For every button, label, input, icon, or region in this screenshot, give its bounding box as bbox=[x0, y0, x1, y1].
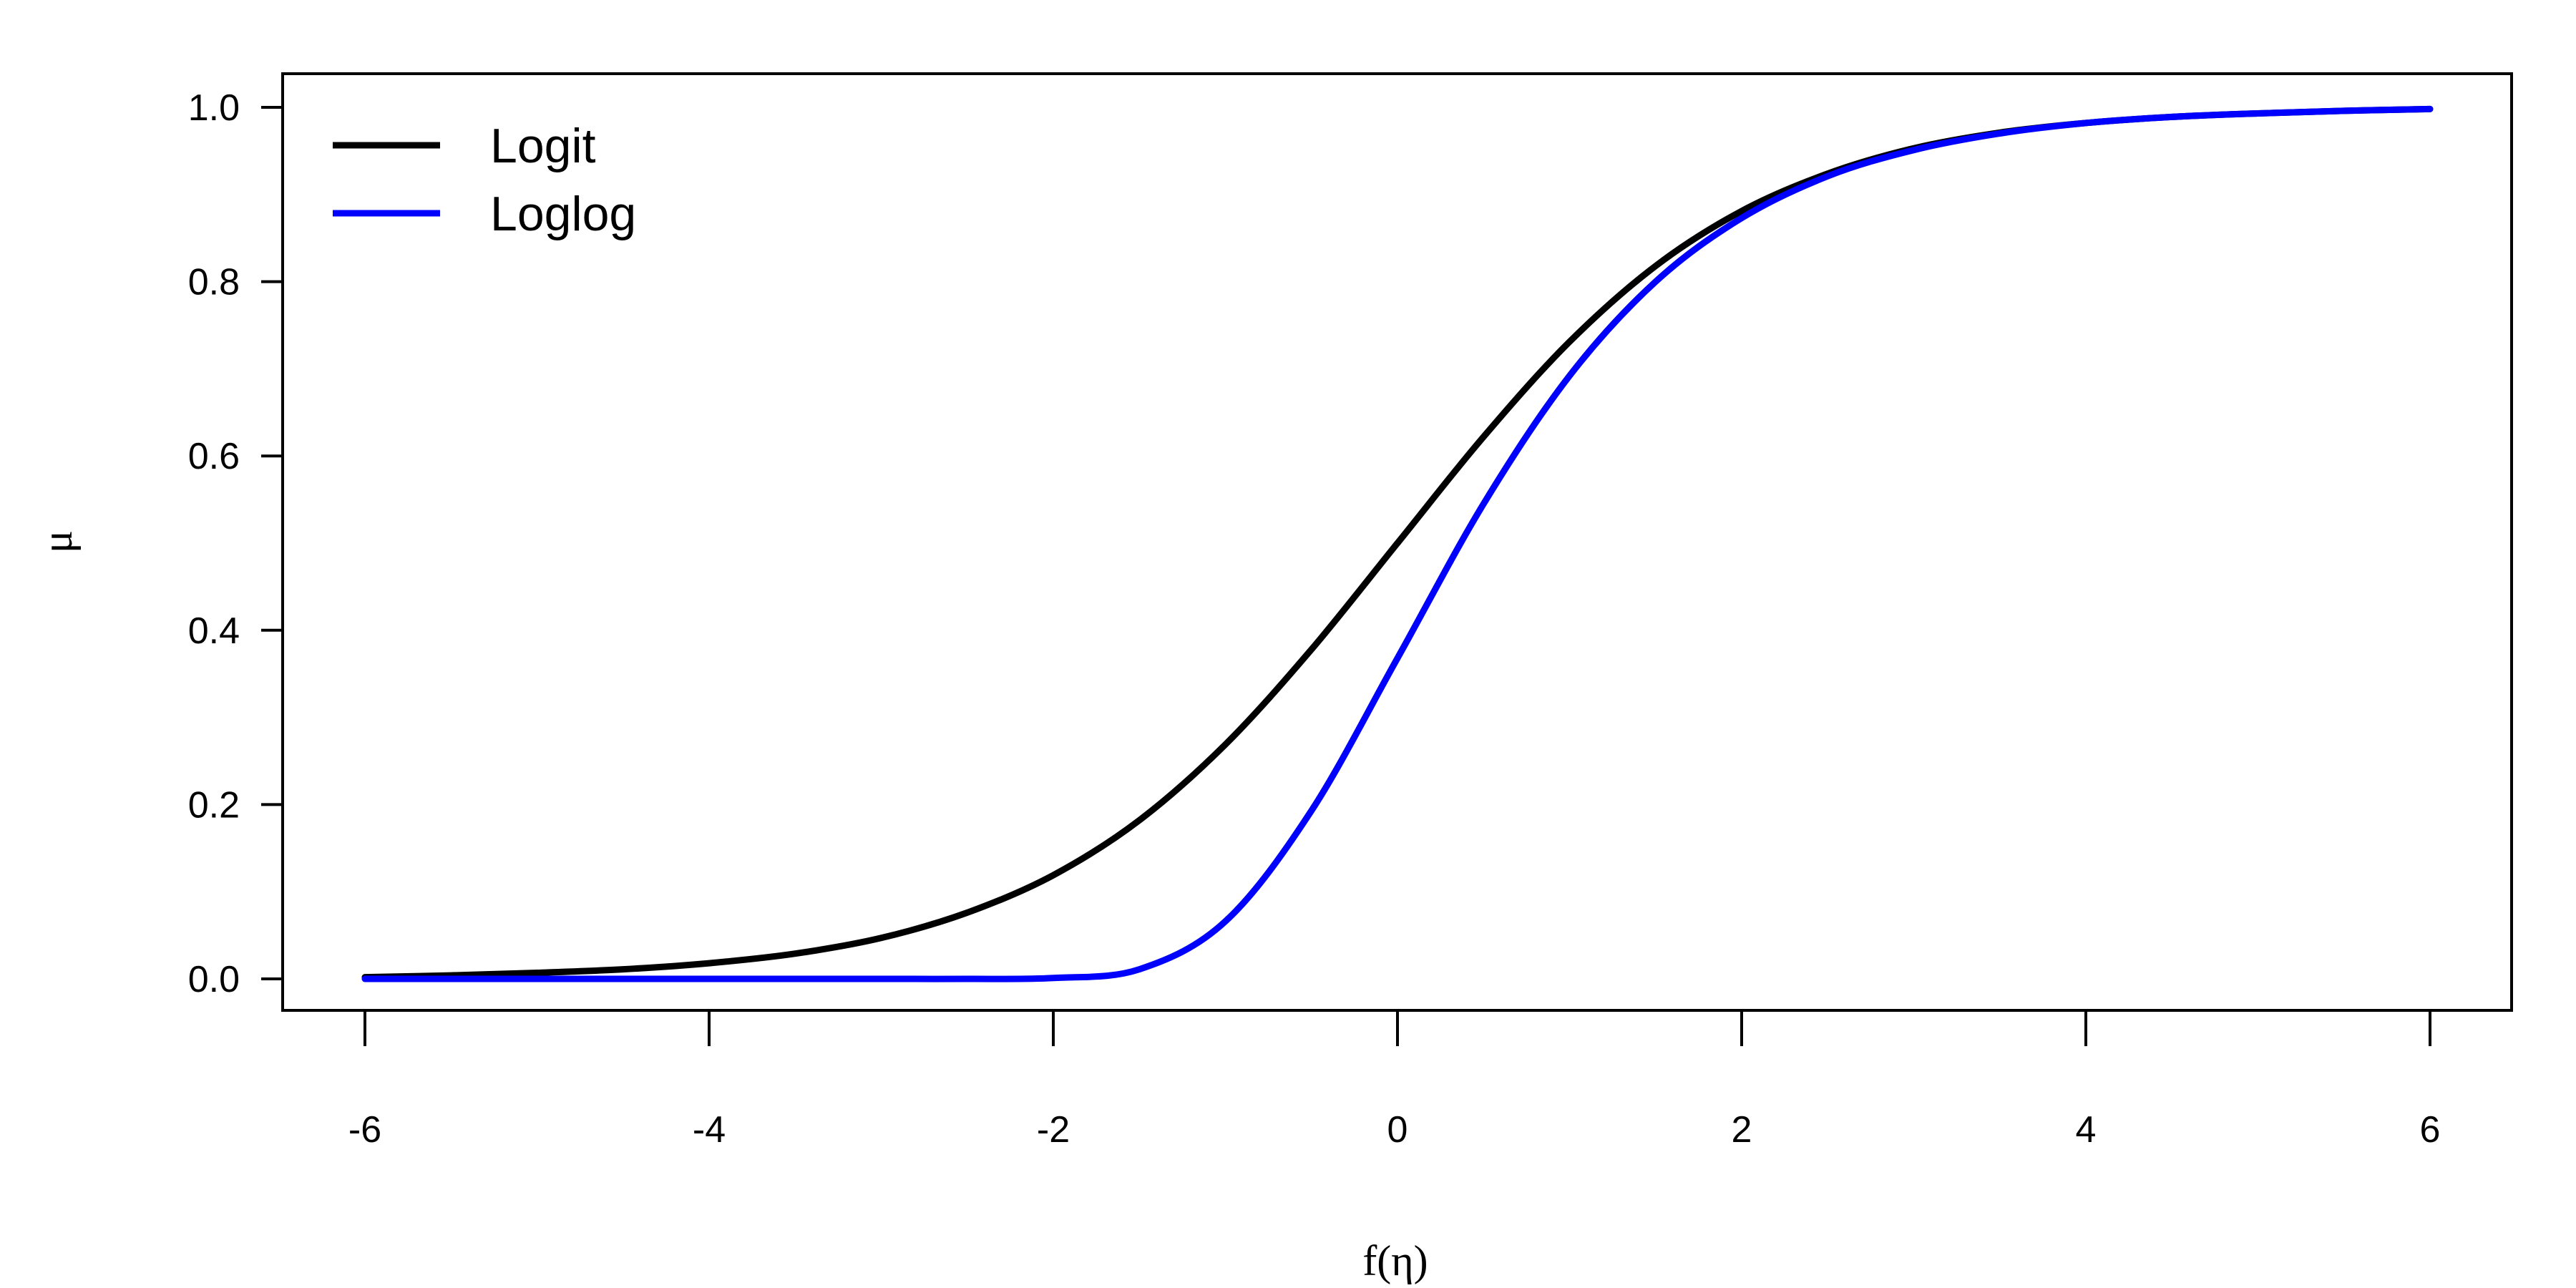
y-axis-title: μ bbox=[34, 530, 81, 553]
x-tick-label: -4 bbox=[693, 1109, 726, 1151]
y-tick-label: 0.4 bbox=[188, 610, 240, 652]
legend-label-loglog: Loglog bbox=[490, 187, 636, 241]
legend-label-logit: Logit bbox=[490, 119, 596, 173]
y-tick-label: 0.8 bbox=[188, 262, 240, 303]
y-tick-label: 0.2 bbox=[188, 784, 240, 826]
x-tick-label: 4 bbox=[2076, 1109, 2097, 1151]
x-tick-label: -2 bbox=[1037, 1109, 1070, 1151]
x-tick-label: 6 bbox=[2420, 1109, 2441, 1151]
series-line-loglog bbox=[361, 105, 2434, 982]
x-tick-label: 2 bbox=[1732, 1109, 1752, 1151]
x-tick-label: 0 bbox=[1387, 1109, 1408, 1151]
y-tick-label: 1.0 bbox=[188, 87, 240, 129]
y-tick-label: 0.0 bbox=[188, 959, 240, 1000]
series-line-logit bbox=[361, 105, 2434, 981]
x-tick-label: -6 bbox=[348, 1109, 381, 1151]
y-tick-label: 0.6 bbox=[188, 436, 240, 477]
x-axis-title: f(η) bbox=[1362, 1237, 1428, 1284]
